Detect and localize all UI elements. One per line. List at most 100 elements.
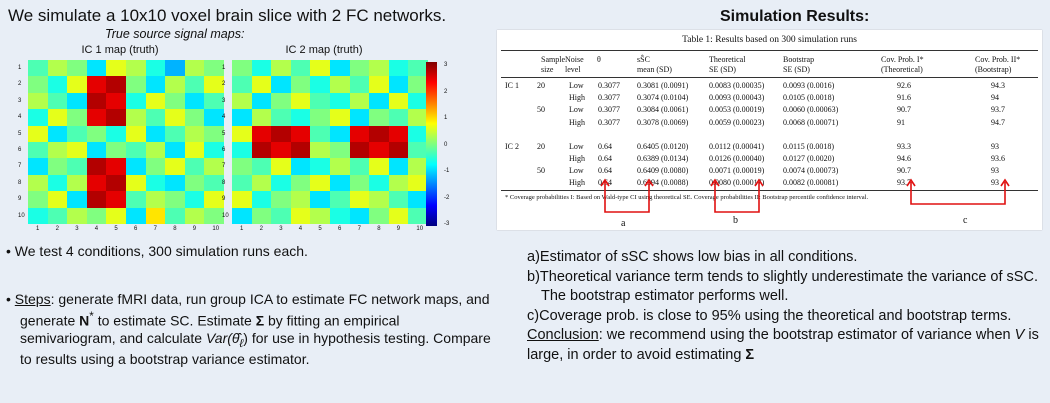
- y-tick-label: 8: [18, 179, 22, 186]
- heatmap-cell: [388, 60, 409, 77]
- x-tick-label: 8: [377, 226, 381, 232]
- heatmap-cell: [388, 174, 409, 192]
- annotation-letter-c: c: [963, 215, 968, 226]
- heatmap-cell: [388, 76, 409, 93]
- heatmap-cell: [145, 92, 166, 110]
- table-cell: 50: [537, 166, 545, 176]
- heatmap-cell: [125, 207, 146, 224]
- heatmap-cell: [232, 191, 252, 208]
- heatmap-cell: [184, 60, 205, 77]
- heatmap-cell: [388, 92, 409, 110]
- table-cell: 0.0093 (0.0016): [783, 81, 835, 90]
- table-cell: 0.3077: [598, 105, 620, 115]
- table-header-cell: Cov. Prob. II*: [975, 55, 1021, 64]
- table-cell: 0.3077: [598, 81, 620, 90]
- heatmap-cell: [47, 92, 68, 110]
- heatmap-cell: [204, 207, 224, 224]
- table-cell: High: [569, 154, 585, 163]
- heatmap-cell: [184, 125, 205, 142]
- heatmap-cell: [125, 174, 146, 192]
- heatmap-cell: [67, 141, 87, 159]
- y-tick-label: 2: [222, 81, 226, 88]
- heatmap-cell: [145, 191, 166, 208]
- colorbar-tick: 0: [444, 141, 448, 148]
- x-tick-label: 5: [318, 226, 322, 232]
- maps-subtitle: True source signal maps:: [105, 27, 245, 41]
- heatmap-cell: [251, 158, 272, 175]
- steps-label: Steps: [14, 291, 51, 307]
- heatmap-cell: [232, 92, 252, 110]
- heatmap-cell: [47, 141, 68, 159]
- table-cell: High: [569, 178, 585, 188]
- heatmap-cell: [184, 207, 205, 224]
- x-tick-label: 6: [338, 226, 342, 232]
- ic1-heatmap: [28, 60, 224, 224]
- heatmap-cell: [86, 141, 107, 159]
- table-header-cell: SE (SD): [709, 65, 736, 74]
- heatmap-cell: [106, 207, 126, 224]
- heatmap-cell: [184, 191, 205, 208]
- heatmap-cell: [106, 191, 126, 208]
- x-tick-label: 1: [36, 226, 40, 232]
- heatmap-cell: [329, 207, 350, 224]
- heatmap-cell: [47, 125, 68, 142]
- ic2-map: IC 2 map (truth) 1 1 2 2 3 3 4 4 5 5 6 6 7 7 8 8 9 9 10 10: [214, 44, 434, 239]
- table-cell: 0.0060 (0.00063): [783, 105, 839, 115]
- table-cell: 0.0083 (0.00035): [709, 81, 765, 90]
- heatmap-cell: [204, 191, 224, 208]
- heatmap-cell: [271, 92, 291, 110]
- table-cell: Low: [569, 105, 584, 115]
- heatmap-cell: [184, 174, 205, 192]
- heatmap-cell: [28, 76, 48, 93]
- x-tick-label: 5: [114, 226, 118, 232]
- table-cell: 0.0115 (0.0018): [783, 141, 835, 151]
- heatmap-cell: [204, 158, 224, 175]
- table-header-cell: mean (SD): [637, 65, 672, 74]
- ic2-heatmap: [232, 60, 428, 224]
- table-header-cell: Bootstrap: [783, 55, 815, 64]
- heatmap-cell: [28, 92, 48, 110]
- table-cell: 0.64: [598, 166, 612, 176]
- heatmap-cell: [47, 207, 68, 224]
- heatmap-cell: [310, 174, 330, 192]
- heatmap-cell: [290, 109, 311, 126]
- heatmap-cell: [310, 125, 330, 142]
- y-tick-label: 1: [222, 65, 226, 71]
- colorbar-tick: -3: [444, 221, 450, 227]
- heatmap-cell: [145, 141, 166, 159]
- y-tick-label: 2: [18, 81, 22, 88]
- table-header-cell: (Theoretical): [881, 65, 923, 74]
- heatmap-cell: [67, 92, 87, 110]
- heatmap-cell: [67, 109, 87, 126]
- annotation-bracket: [714, 182, 760, 213]
- table-cell: 0.0082 (0.00081): [783, 178, 839, 188]
- heatmap-cell: [165, 109, 185, 126]
- x-tick-label: 10: [212, 226, 220, 232]
- table-header-cell: θ: [597, 55, 601, 64]
- heatmap-cell: [310, 109, 330, 126]
- table-cell: 0.0059 (0.00023): [709, 117, 765, 127]
- y-tick-label: 6: [222, 147, 226, 153]
- x-tick-label: 3: [75, 226, 79, 232]
- table-header-cell: Sample: [541, 55, 565, 64]
- table-cell: 90.7: [897, 166, 911, 176]
- heatmap-cell: [86, 125, 107, 142]
- heatmap-cell: [251, 191, 272, 208]
- table-cell: 0.6409 (0.0080): [637, 166, 689, 176]
- heatmap-cell: [271, 141, 291, 159]
- x-tick-label: 3: [279, 226, 283, 232]
- x-tick-label: 6: [134, 226, 138, 232]
- table-cell: 93.7: [897, 178, 911, 188]
- heatmap-cell: [67, 191, 87, 208]
- heatmap-cell: [67, 76, 87, 93]
- heatmap-cell: [310, 191, 330, 208]
- heatmap-cell: [310, 158, 330, 175]
- annotation-letter-a: a: [621, 218, 626, 229]
- arrowhead: [906, 178, 916, 187]
- heatmap-cell: [388, 191, 409, 208]
- heatmap-cell: [369, 60, 389, 77]
- heatmap-cell: [232, 76, 252, 93]
- heatmap-cell: [369, 125, 389, 142]
- heatmap-cell: [310, 207, 330, 224]
- table-footnote: * Coverage probabilities I: Based on Wal…: [505, 194, 869, 201]
